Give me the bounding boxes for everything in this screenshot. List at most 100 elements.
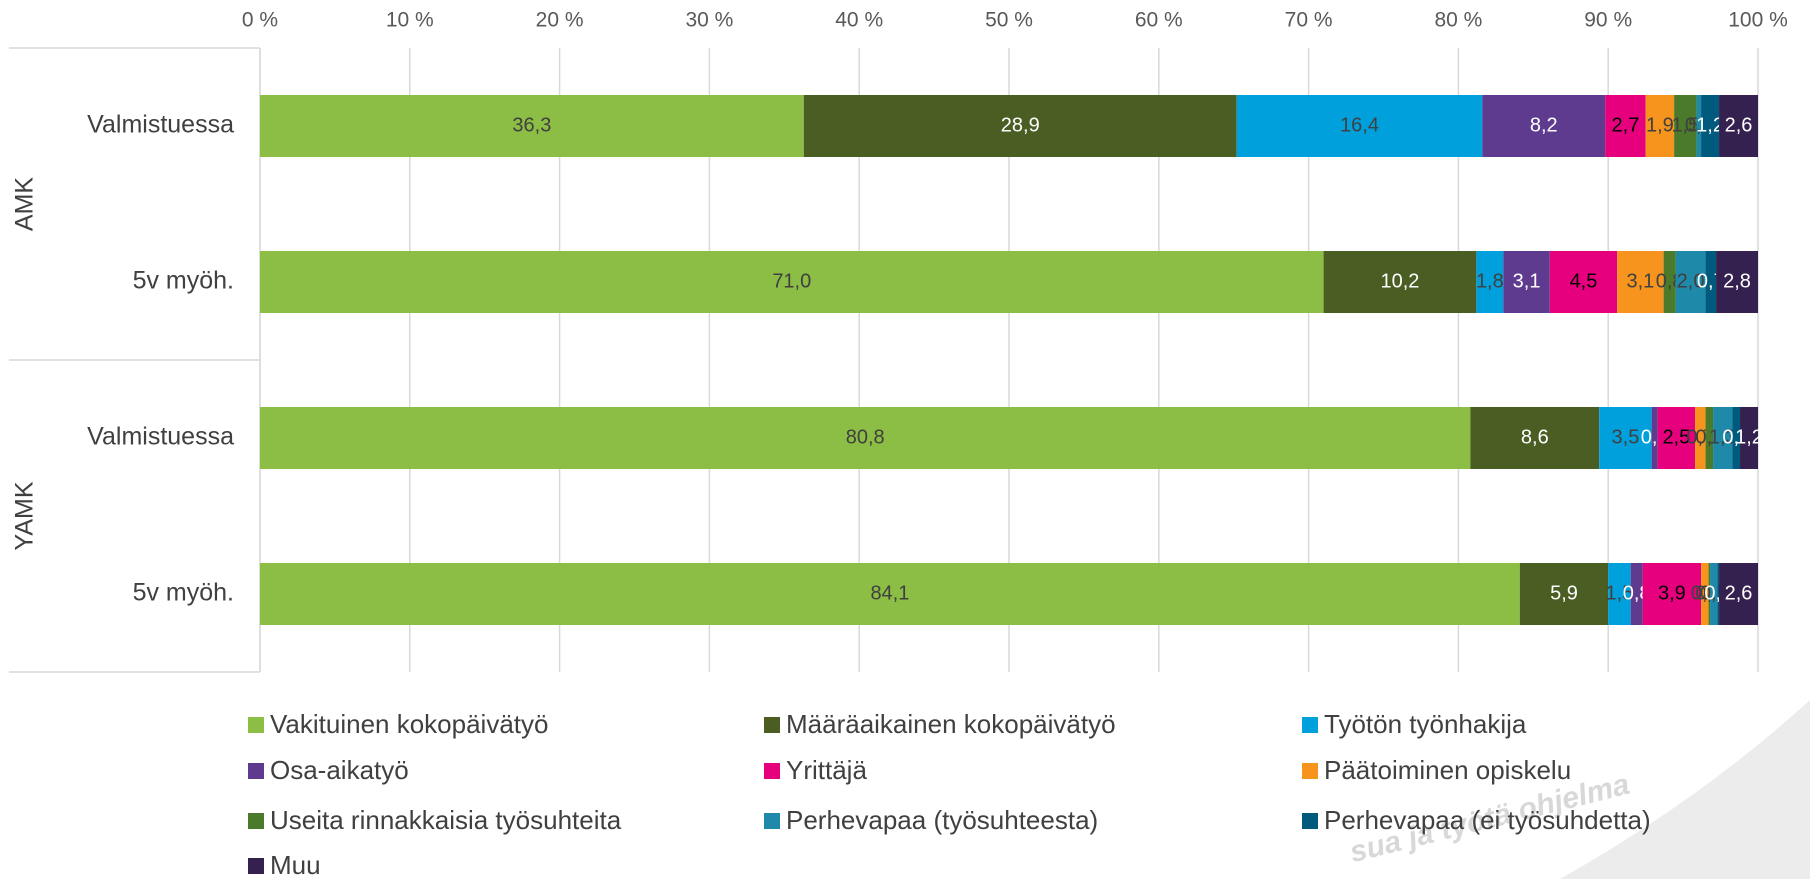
value-label: 3,9 — [1658, 582, 1686, 604]
value-label: 36,3 — [512, 114, 551, 136]
bar-segment — [1674, 95, 1697, 157]
bar-segment — [260, 251, 1324, 313]
y-tick-label: Valmistuessa — [87, 423, 234, 451]
legend-swatch — [1302, 813, 1318, 829]
bar-segment — [1503, 251, 1550, 313]
bar-segment — [1642, 563, 1702, 625]
legend-label: Useita rinnakkaisia työsuhteita — [270, 805, 622, 835]
value-label: 3,5 — [1612, 426, 1640, 448]
bar-segment — [1719, 563, 1758, 625]
value-label: 1,9 — [1646, 114, 1674, 136]
x-tick-label: 80 % — [1434, 9, 1482, 32]
legend-label: Määräaikainen kokopäivätyö — [786, 709, 1116, 739]
bar-segment — [1695, 407, 1706, 469]
value-label: 8,6 — [1521, 426, 1549, 448]
bar-segment — [1675, 251, 1706, 313]
legend-swatch — [248, 717, 264, 733]
bar-segment — [1713, 407, 1733, 469]
legend-label: Yrittäjä — [786, 755, 867, 785]
value-label: 4,5 — [1570, 270, 1598, 292]
value-label: 1,5 — [1606, 582, 1634, 604]
bar-segment — [1323, 251, 1477, 313]
value-label: 84,1 — [870, 582, 909, 604]
legend-swatch — [764, 813, 780, 829]
bar-segment — [1717, 563, 1720, 625]
bar-segment — [1732, 407, 1741, 469]
value-label: 2,8 — [1723, 270, 1751, 292]
bar-segment — [803, 95, 1237, 157]
bar-segment — [1519, 563, 1609, 625]
value-label: 80,8 — [846, 426, 885, 448]
bar-segment — [260, 563, 1520, 625]
y-tick-label: Valmistuessa — [87, 111, 234, 139]
bar-segment — [1740, 407, 1758, 469]
x-tick-label: 60 % — [1135, 9, 1183, 32]
bar-segment — [1482, 95, 1606, 157]
value-label: 2,0 — [1677, 270, 1705, 292]
bar-segment — [1645, 95, 1675, 157]
bar-segment — [1549, 251, 1618, 313]
value-label: 1,2 — [1696, 114, 1724, 136]
bar-segment — [260, 95, 804, 157]
legend-label: Perhevapaa (ei työsuhdetta) — [1324, 805, 1651, 835]
bar-segment — [1470, 407, 1600, 469]
group-label: YAMK — [11, 481, 39, 550]
value-label: 2,6 — [1725, 582, 1753, 604]
bar-segment — [1701, 563, 1709, 625]
value-label: 16,4 — [1340, 114, 1379, 136]
legend-label: Muu — [270, 850, 321, 879]
legend-swatch — [248, 813, 264, 829]
bar-segment — [1630, 563, 1643, 625]
x-tick-label: 90 % — [1584, 9, 1632, 32]
value-label: 10,2 — [1381, 270, 1420, 292]
legend-swatch — [248, 858, 264, 874]
bar-segment — [1605, 95, 1646, 157]
value-label: 1,3 — [1709, 426, 1737, 448]
bar-segment — [1710, 563, 1718, 625]
value-label: 5,9 — [1550, 582, 1578, 604]
value-label: 1,8 — [1476, 270, 1504, 292]
legend-label: Perhevapaa (työsuhteesta) — [786, 805, 1098, 835]
value-label: 2,7 — [1612, 114, 1640, 136]
value-label: 3,1 — [1627, 270, 1655, 292]
bar-segment — [1657, 407, 1696, 469]
value-label: 2,5 — [1662, 426, 1690, 448]
value-label: 1,5 — [1671, 114, 1699, 136]
value-label: 28,9 — [1001, 114, 1040, 136]
bar-segment — [1651, 407, 1658, 469]
bar-segment — [1617, 251, 1664, 313]
legend-swatch — [1302, 717, 1318, 733]
legend-swatch — [764, 763, 780, 779]
legend-swatch — [764, 717, 780, 733]
legend-label: Osa-aikatyö — [270, 755, 409, 785]
bar-segment — [1716, 251, 1758, 313]
bar-segment — [1476, 251, 1504, 313]
x-tick-label: 50 % — [985, 9, 1033, 32]
value-label: 8,2 — [1530, 114, 1558, 136]
bar-segment — [1705, 251, 1717, 313]
decor-swoosh — [1560, 700, 1810, 879]
bar-segment — [1663, 251, 1676, 313]
bar-segment — [1705, 407, 1714, 469]
value-label: 3,1 — [1513, 270, 1541, 292]
value-label: 1,2 — [1735, 426, 1763, 448]
bar-segment — [1708, 563, 1711, 625]
value-label: 2,6 — [1725, 114, 1753, 136]
bar-segment — [1599, 407, 1652, 469]
x-tick-label: 30 % — [685, 9, 733, 32]
x-tick-label: 0 % — [242, 9, 278, 32]
bar-segment — [1608, 563, 1631, 625]
legend-label: Päätoiminen opiskelu — [1324, 755, 1571, 785]
value-label: 71,0 — [772, 270, 811, 292]
legend-label: Vakituinen kokopäivätyö — [270, 709, 548, 739]
bar-segment — [1719, 95, 1758, 157]
bar-segment — [1701, 95, 1720, 157]
x-tick-label: 10 % — [386, 9, 434, 32]
bar-segment — [1696, 95, 1702, 157]
y-tick-label: 5v myöh. — [133, 579, 234, 607]
bar-segment — [260, 407, 1471, 469]
bar-segment — [1236, 95, 1483, 157]
x-tick-label: 70 % — [1285, 9, 1333, 32]
x-tick-label: 40 % — [835, 9, 883, 32]
